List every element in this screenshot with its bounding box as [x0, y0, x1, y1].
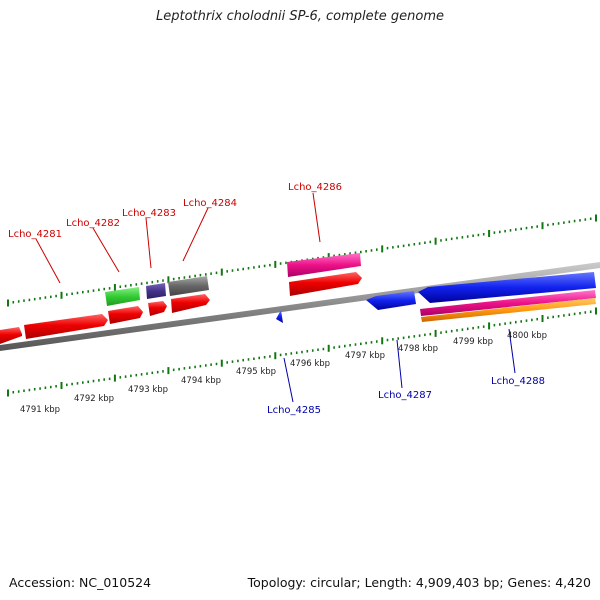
gene-cds-red-3 [108, 306, 143, 324]
label-lcho-4282: Lcho_4282 [66, 218, 120, 229]
accession-text: Accession: NC_010524 [9, 575, 152, 590]
scale-label-4791: 4791 kbp [20, 405, 60, 415]
label-lcho-4287: Lcho_4287 [378, 390, 432, 401]
scale-label-4799: 4799 kbp [453, 337, 493, 347]
page-title: Leptothrix cholodnii SP-6, complete geno… [156, 9, 444, 24]
gene-pink-lower [420, 290, 596, 316]
reverse-features [276, 272, 596, 323]
scale-label-4792: 4792 kbp [74, 394, 114, 404]
gene-green [105, 287, 140, 306]
gene-pink-upper [287, 253, 361, 277]
gene-purple [146, 283, 166, 299]
scale-label-4795: 4795 kbp [236, 367, 276, 377]
forward-callouts [35, 192, 321, 284]
gene-cds-red-2 [24, 314, 108, 339]
scale-label-4794: 4794 kbp [181, 376, 221, 386]
gene-blue-1 [366, 291, 416, 310]
scale-label-4796: 4796 kbp [290, 359, 330, 369]
gene-blue-small-arrow [276, 310, 283, 323]
scale-label-4797: 4797 kbp [345, 351, 385, 361]
gene-gray [168, 276, 209, 296]
gene-cds-red-6 [289, 272, 362, 296]
genome-backbone [0, 262, 600, 351]
label-lcho-4288: Lcho_4288 [491, 376, 545, 387]
label-lcho-4284: Lcho_4284 [183, 198, 237, 209]
gene-cds-red-4 [148, 301, 167, 316]
gene-orange [421, 298, 596, 322]
scale-label-4793: 4793 kbp [128, 385, 168, 395]
scale-label-4800: 4800 kbp [507, 331, 547, 341]
gene-cds-red-1 [0, 327, 22, 344]
forward-features [0, 253, 362, 344]
lower-tick-ring [7, 307, 597, 397]
label-lcho-4285: Lcho_4285 [267, 405, 321, 416]
genome-summary-text: Topology: circular; Length: 4,909,403 bp… [247, 575, 591, 590]
gene-cds-red-5 [171, 294, 210, 313]
gene-blue-2 [418, 272, 596, 303]
label-lcho-4283: Lcho_4283 [122, 208, 176, 219]
reverse-callouts [283, 328, 516, 403]
label-lcho-4286: Lcho_4286 [288, 182, 342, 193]
label-lcho-4281: Lcho_4281 [8, 229, 62, 240]
scale-label-4798: 4798 kbp [398, 344, 438, 354]
